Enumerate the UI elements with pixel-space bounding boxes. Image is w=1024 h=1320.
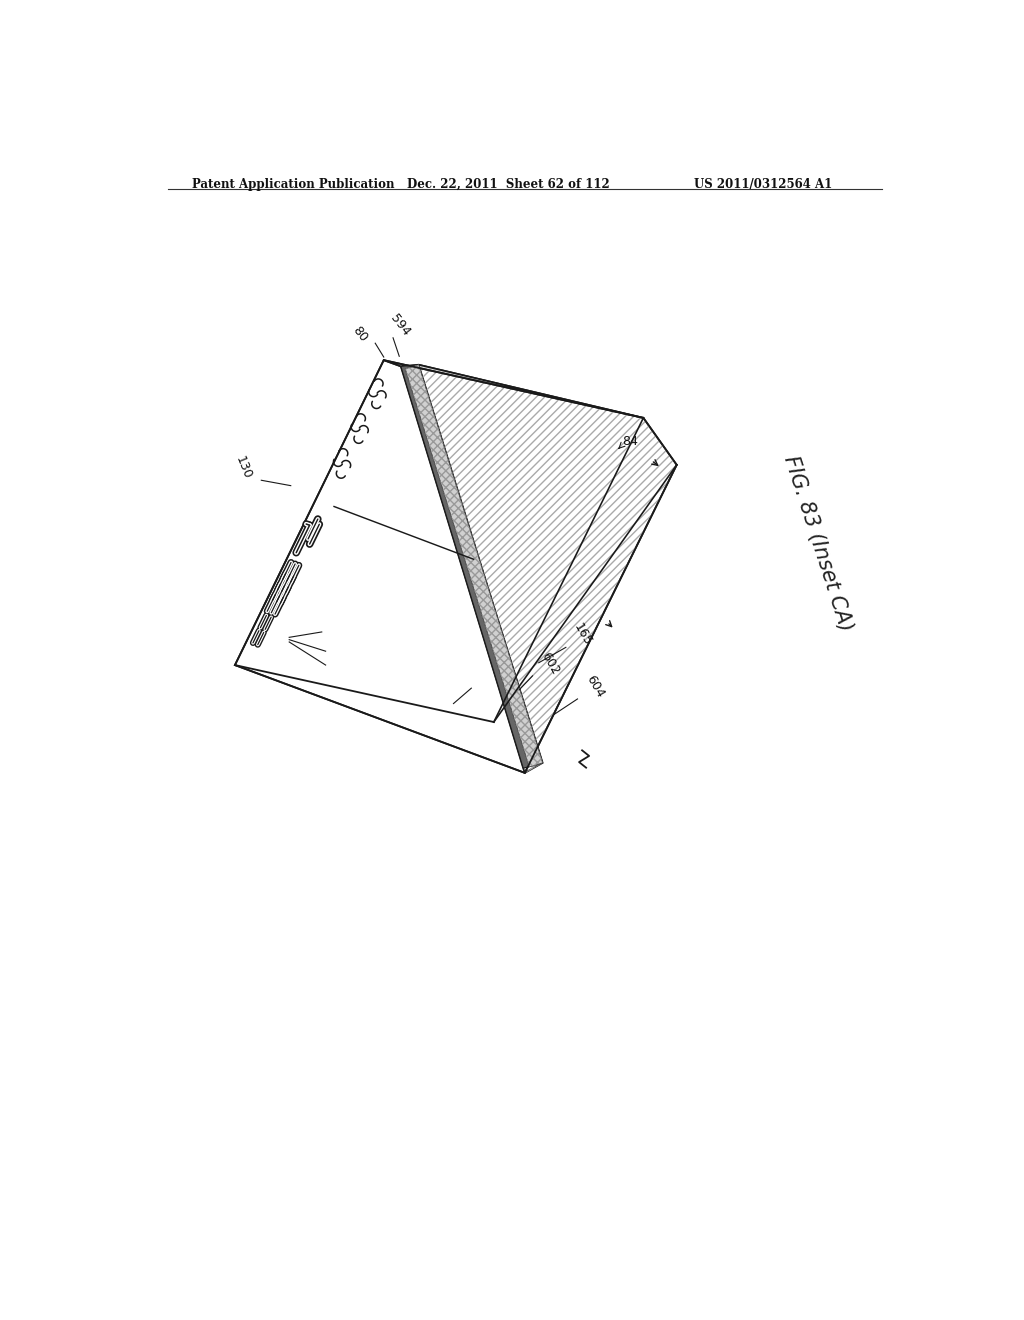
Text: 594: 594 [388, 312, 413, 338]
Text: 604: 604 [584, 673, 607, 701]
Text: Patent Application Publication: Patent Application Publication [191, 178, 394, 190]
Text: 165: 165 [571, 620, 595, 648]
Polygon shape [384, 360, 643, 418]
Text: FIG. 83 (Inset CA): FIG. 83 (Inset CA) [780, 453, 856, 634]
Polygon shape [234, 360, 524, 774]
Text: 602: 602 [539, 651, 562, 677]
Text: 84: 84 [623, 434, 638, 447]
Text: 94: 94 [267, 627, 283, 640]
Polygon shape [406, 364, 543, 767]
Text: 614: 614 [477, 661, 500, 689]
Polygon shape [419, 364, 677, 774]
Polygon shape [400, 364, 543, 768]
Text: Dec. 22, 2011  Sheet 62 of 112: Dec. 22, 2011 Sheet 62 of 112 [407, 178, 609, 190]
Text: 130: 130 [232, 454, 254, 480]
Text: US 2011/0312564 A1: US 2011/0312564 A1 [693, 178, 831, 190]
Text: 80: 80 [350, 323, 370, 345]
